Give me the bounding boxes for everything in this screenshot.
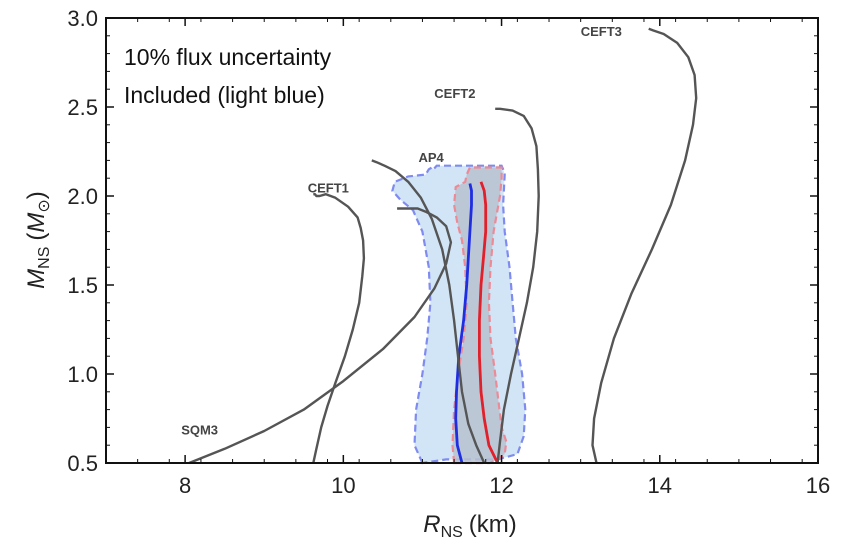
y-tick-label: 1.5 xyxy=(67,273,98,298)
x-axis-title: RNS (km) xyxy=(423,511,517,541)
y-axis-title-unit-main: M xyxy=(23,213,50,233)
ap4-curve xyxy=(371,159,486,464)
ceft3-label: CEFT3 xyxy=(581,24,622,39)
plot-frame xyxy=(105,17,819,464)
x-tick-label: 10 xyxy=(331,473,355,498)
ap4-label: AP4 xyxy=(419,150,445,165)
tick-layer: 8 10 12 14 16 0.5 1.0 1.5 2.0 2.5 3.0 xyxy=(67,6,830,498)
y-axis-title-sub: NS xyxy=(36,247,53,269)
ceft1-curve xyxy=(312,192,366,464)
sqm3-label: SQM3 xyxy=(181,423,218,438)
annotation-line-2: Included (light blue) xyxy=(124,82,325,108)
ceft3-curve xyxy=(591,27,698,464)
y-axis-title-unit-open: ( xyxy=(23,233,50,241)
x-tick-label: 16 xyxy=(806,473,830,498)
blue-line xyxy=(454,183,473,464)
y-axis-title-unit-sub: ⊙ xyxy=(36,199,53,212)
y-axis-title: MNS(M⊙) xyxy=(23,191,53,289)
y-tick-label: 2.5 xyxy=(67,95,98,120)
y-axis-title-main: M xyxy=(23,269,50,289)
x-axis-title-unit: (km) xyxy=(469,511,517,538)
sqm3-curve xyxy=(188,207,453,465)
annotation-line-1: 10% flux uncertainty xyxy=(124,44,332,70)
x-tick-label: 12 xyxy=(489,473,513,498)
x-tick-label: 14 xyxy=(648,473,672,498)
y-tick-label: 1.0 xyxy=(67,362,98,387)
red-line xyxy=(477,181,499,464)
ceft1-label: CEFT1 xyxy=(308,180,349,195)
x-axis-title-sub: NS xyxy=(441,524,463,541)
y-axis-title-unit-close: ) xyxy=(23,191,50,199)
curve-layer xyxy=(188,27,698,465)
ceft2-curve xyxy=(495,107,540,464)
x-tick-label: 8 xyxy=(179,473,191,498)
curve-label-layer: CEFT1 AP4 SQM3 CEFT2 CEFT3 xyxy=(181,24,622,438)
x-axis-title-main: R xyxy=(423,511,440,538)
y-tick-label: 0.5 xyxy=(67,451,98,476)
ceft2-label: CEFT2 xyxy=(434,86,475,101)
y-tick-label: 2.0 xyxy=(67,184,98,209)
y-tick-label: 3.0 xyxy=(67,6,98,31)
